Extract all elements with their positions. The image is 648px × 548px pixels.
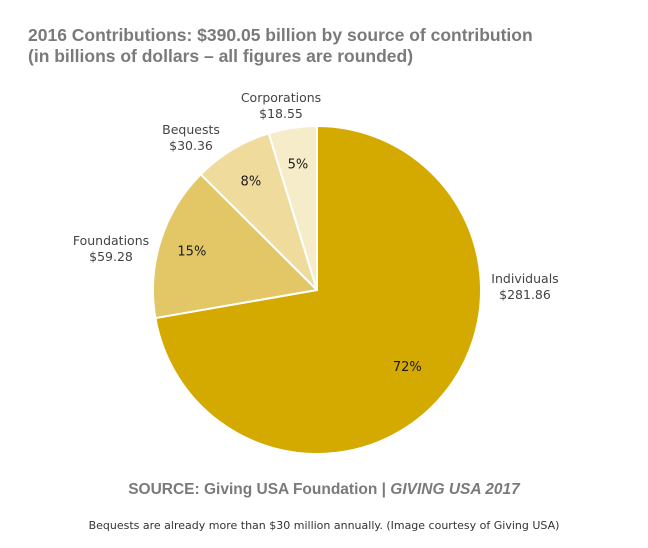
slice-value-label-corporations: $18.55: [259, 106, 303, 121]
slice-name-label-foundations: Foundations: [73, 233, 149, 248]
image-caption: Bequests are already more than $30 milli…: [0, 519, 648, 532]
slice-percent-label-bequests: 8%: [241, 175, 262, 190]
slice-name-label-corporations: Corporations: [241, 90, 321, 105]
slice-percent-label-individuals: 72%: [393, 360, 422, 375]
slice-value-label-individuals: $281.86: [499, 287, 551, 302]
slice-name-label-bequests: Bequests: [162, 122, 220, 137]
slice-percent-label-corporations: 5%: [288, 158, 309, 173]
slice-value-label-bequests: $30.36: [169, 138, 213, 153]
slice-value-label-foundations: $59.28: [89, 249, 133, 264]
source-line: SOURCE: Giving USA Foundation | GIVING U…: [0, 481, 648, 499]
slice-name-label-individuals: Individuals: [491, 271, 558, 286]
source-publication: GIVING USA 2017: [390, 481, 520, 498]
slice-percent-label-foundations: 15%: [177, 245, 206, 260]
source-text: SOURCE: Giving USA Foundation |: [128, 481, 390, 498]
